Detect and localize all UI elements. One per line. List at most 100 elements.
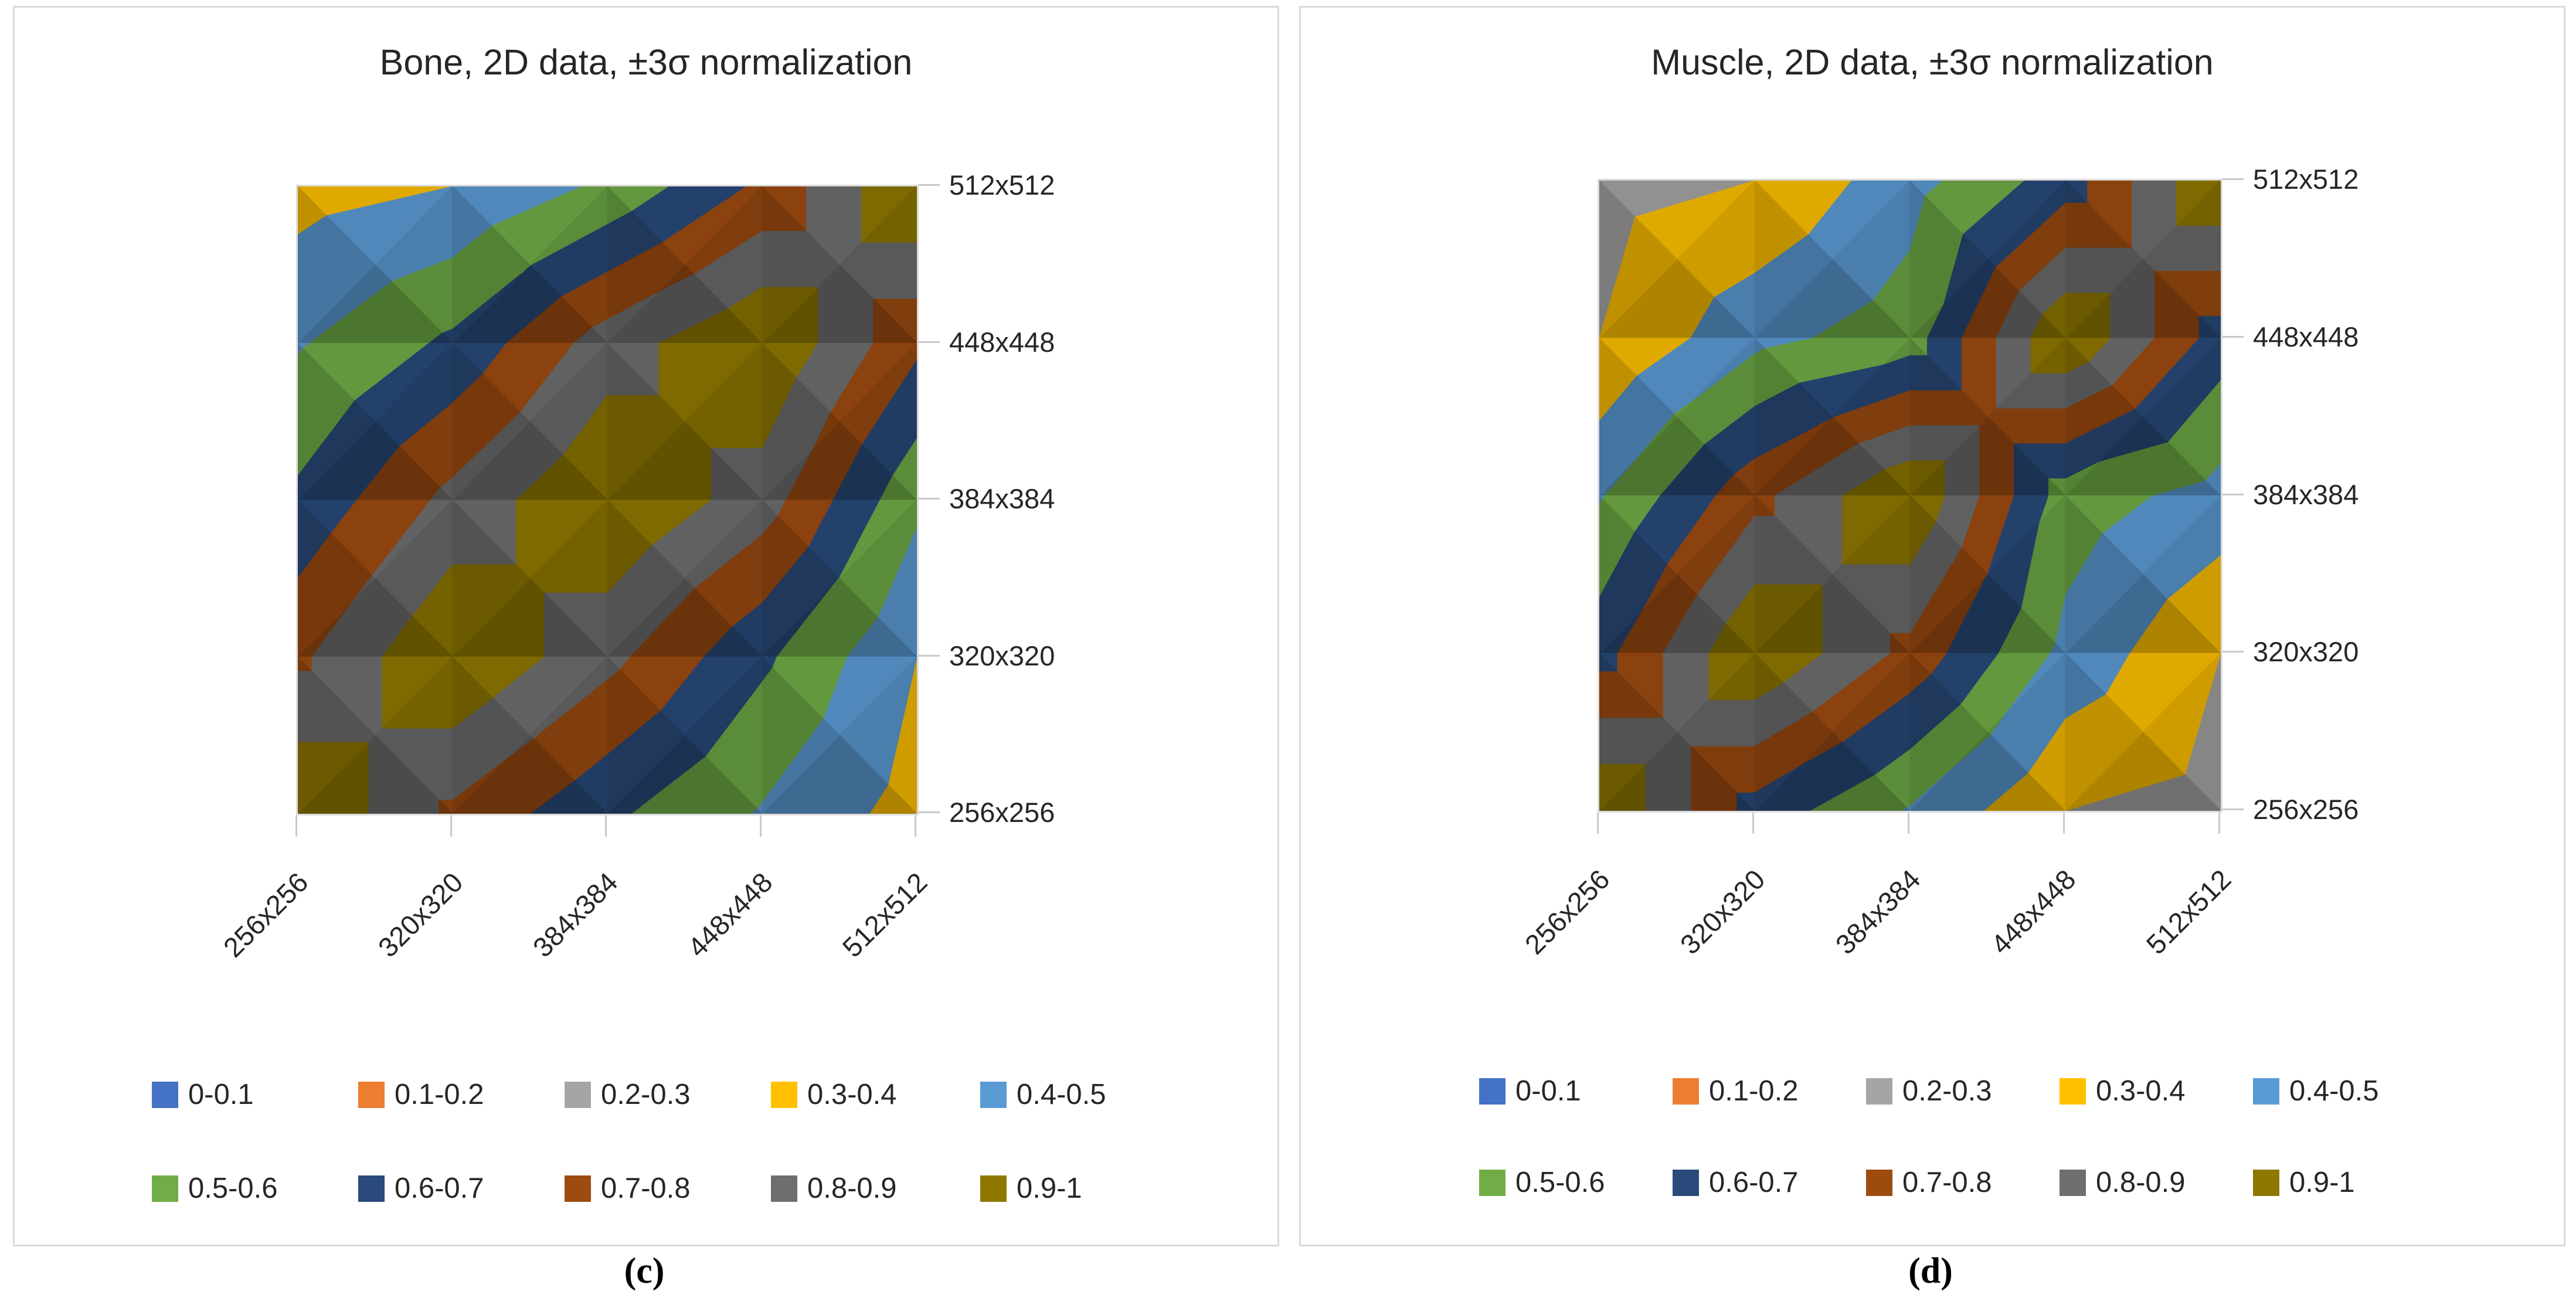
- chart-title-bone: Bone, 2D data, ±3σ normalization: [379, 42, 913, 82]
- legend-label: 0.3-0.4: [2096, 1075, 2186, 1107]
- contour-band-region: [1909, 495, 1936, 566]
- legend-swatch: [1866, 1169, 1892, 1196]
- y-axis-label: 256x256: [2253, 794, 2359, 825]
- y-axis-tick: [919, 811, 940, 813]
- y-axis-label: 320x320: [949, 640, 1055, 671]
- contour-band-region: [298, 742, 369, 814]
- legend-label: 0.8-0.9: [807, 1173, 897, 1204]
- legend-label: 0.9-1: [1017, 1173, 1082, 1204]
- contour-band-region: [1599, 375, 1675, 497]
- x-axis-tick: [605, 815, 607, 837]
- contour-band-region: [762, 656, 773, 682]
- y-axis-label: 448x448: [2253, 321, 2359, 352]
- contour-band-region: [607, 292, 658, 344]
- x-axis-label-text: 384x384: [1829, 863, 1926, 960]
- x-axis-tick: [450, 815, 452, 837]
- chart-title-muscle: Muscle, 2D data, ±3σ normalization: [1651, 42, 2214, 82]
- y-axis-tick: [919, 184, 940, 186]
- x-axis-label-text: 256x256: [1518, 863, 1616, 960]
- contour-plot-bone: [296, 185, 919, 815]
- contour-band-region: [861, 186, 917, 243]
- legend-swatch: [358, 1081, 385, 1108]
- panel-muscle: Muscle, 2D data, ±3σ normalization 512x5…: [1299, 6, 2565, 1246]
- legend-item: 0.9-1: [980, 1173, 1082, 1204]
- legend-swatch: [152, 1175, 178, 1202]
- contour-band-region: [1909, 547, 1988, 654]
- legend-swatch: [152, 1081, 178, 1108]
- legend-item: 0.4-0.5: [2253, 1075, 2379, 1107]
- legend-swatch: [771, 1081, 797, 1108]
- legend-item: 0.1-0.2: [358, 1079, 484, 1110]
- contour-band-region: [2176, 181, 2221, 226]
- legend-label: 0.1-0.2: [395, 1079, 484, 1110]
- contour-band-region: [1754, 419, 1830, 497]
- legend-swatch: [358, 1175, 385, 1202]
- contour-band-region: [2065, 495, 2103, 596]
- contour-band-region: [452, 697, 531, 800]
- legend-swatch: [1673, 1078, 1699, 1105]
- legend-swatch: [1673, 1169, 1699, 1196]
- contour-band-region: [2065, 653, 2106, 719]
- legend-swatch: [1479, 1169, 1506, 1196]
- legend-label: 0.2-0.3: [601, 1079, 691, 1110]
- x-axis-tick: [2218, 813, 2220, 834]
- legend-swatch: [2060, 1169, 2086, 1196]
- legend-item: 0.8-0.9: [771, 1173, 897, 1204]
- contour-band-region: [1754, 584, 1823, 654]
- x-axis-tick: [1752, 813, 1754, 834]
- contour-surface-bone: [298, 186, 917, 814]
- x-axis-label-text: 448x448: [681, 866, 779, 963]
- y-axis-label: 320x320: [2253, 636, 2359, 668]
- legend-item: 0.6-0.7: [358, 1173, 484, 1204]
- contour-plot-muscle: [1598, 179, 2222, 813]
- contour-band-region: [298, 400, 376, 501]
- legend-label: 0.5-0.6: [188, 1173, 278, 1204]
- legend-label: 0.6-0.7: [395, 1173, 484, 1204]
- legend-item: 0-0.1: [152, 1079, 254, 1110]
- legend-item: 0.1-0.2: [1673, 1075, 1799, 1107]
- legend-item: 0.7-0.8: [1866, 1167, 1992, 1198]
- contour-band-region: [452, 656, 494, 729]
- legend-swatch: [1866, 1078, 1892, 1105]
- x-axis-tick: [295, 815, 297, 837]
- legend-swatch: [980, 1175, 1007, 1202]
- contour-band-region: [1943, 233, 1989, 305]
- contour-band-region: [1909, 704, 1989, 806]
- contour-band-region: [762, 377, 831, 501]
- legend-label: 0.7-0.8: [1902, 1167, 1992, 1198]
- contour-band-region: [607, 499, 653, 593]
- legend-label: 0.1-0.2: [1709, 1075, 1799, 1107]
- contour-band-region: [1599, 764, 1646, 811]
- contour-band-region: [762, 546, 840, 658]
- legend-item: 0.4-0.5: [980, 1079, 1106, 1110]
- y-axis-label: 512x512: [2253, 164, 2359, 195]
- x-axis-label-text: 320x320: [372, 866, 469, 963]
- y-axis-label: 256x256: [949, 797, 1055, 828]
- contour-band-region: [762, 342, 797, 448]
- contour-band-region: [2065, 293, 2111, 339]
- contour-band-region: [1643, 413, 1678, 451]
- legend-label: 0.4-0.5: [2289, 1075, 2379, 1107]
- caption-c: (c): [624, 1251, 665, 1291]
- contour-band-region: [354, 575, 376, 600]
- contour-band-region: [762, 499, 778, 535]
- legend-swatch: [2060, 1078, 2086, 1105]
- contour-surface-muscle: [1599, 181, 2221, 811]
- contour-band-region: [1599, 216, 1678, 339]
- y-axis-tick: [2222, 493, 2244, 495]
- y-axis-tick: [919, 654, 940, 657]
- x-axis-tick: [1597, 813, 1599, 834]
- legend-label: 0.7-0.8: [601, 1173, 691, 1204]
- legend-label: 0.3-0.4: [807, 1079, 897, 1110]
- contour-band-region: [1754, 711, 1833, 793]
- legend-swatch: [565, 1175, 591, 1202]
- legend-swatch: [2253, 1078, 2279, 1105]
- x-axis-label-text: 512x512: [2140, 863, 2237, 960]
- x-axis-label-text: 512x512: [836, 866, 933, 963]
- legend-label: 0.9-1: [2289, 1167, 2355, 1198]
- contour-band-region: [298, 215, 376, 344]
- y-axis-label: 384x384: [2253, 478, 2359, 510]
- y-axis-tick: [2222, 808, 2244, 810]
- legend-item: 0.3-0.4: [2060, 1075, 2186, 1107]
